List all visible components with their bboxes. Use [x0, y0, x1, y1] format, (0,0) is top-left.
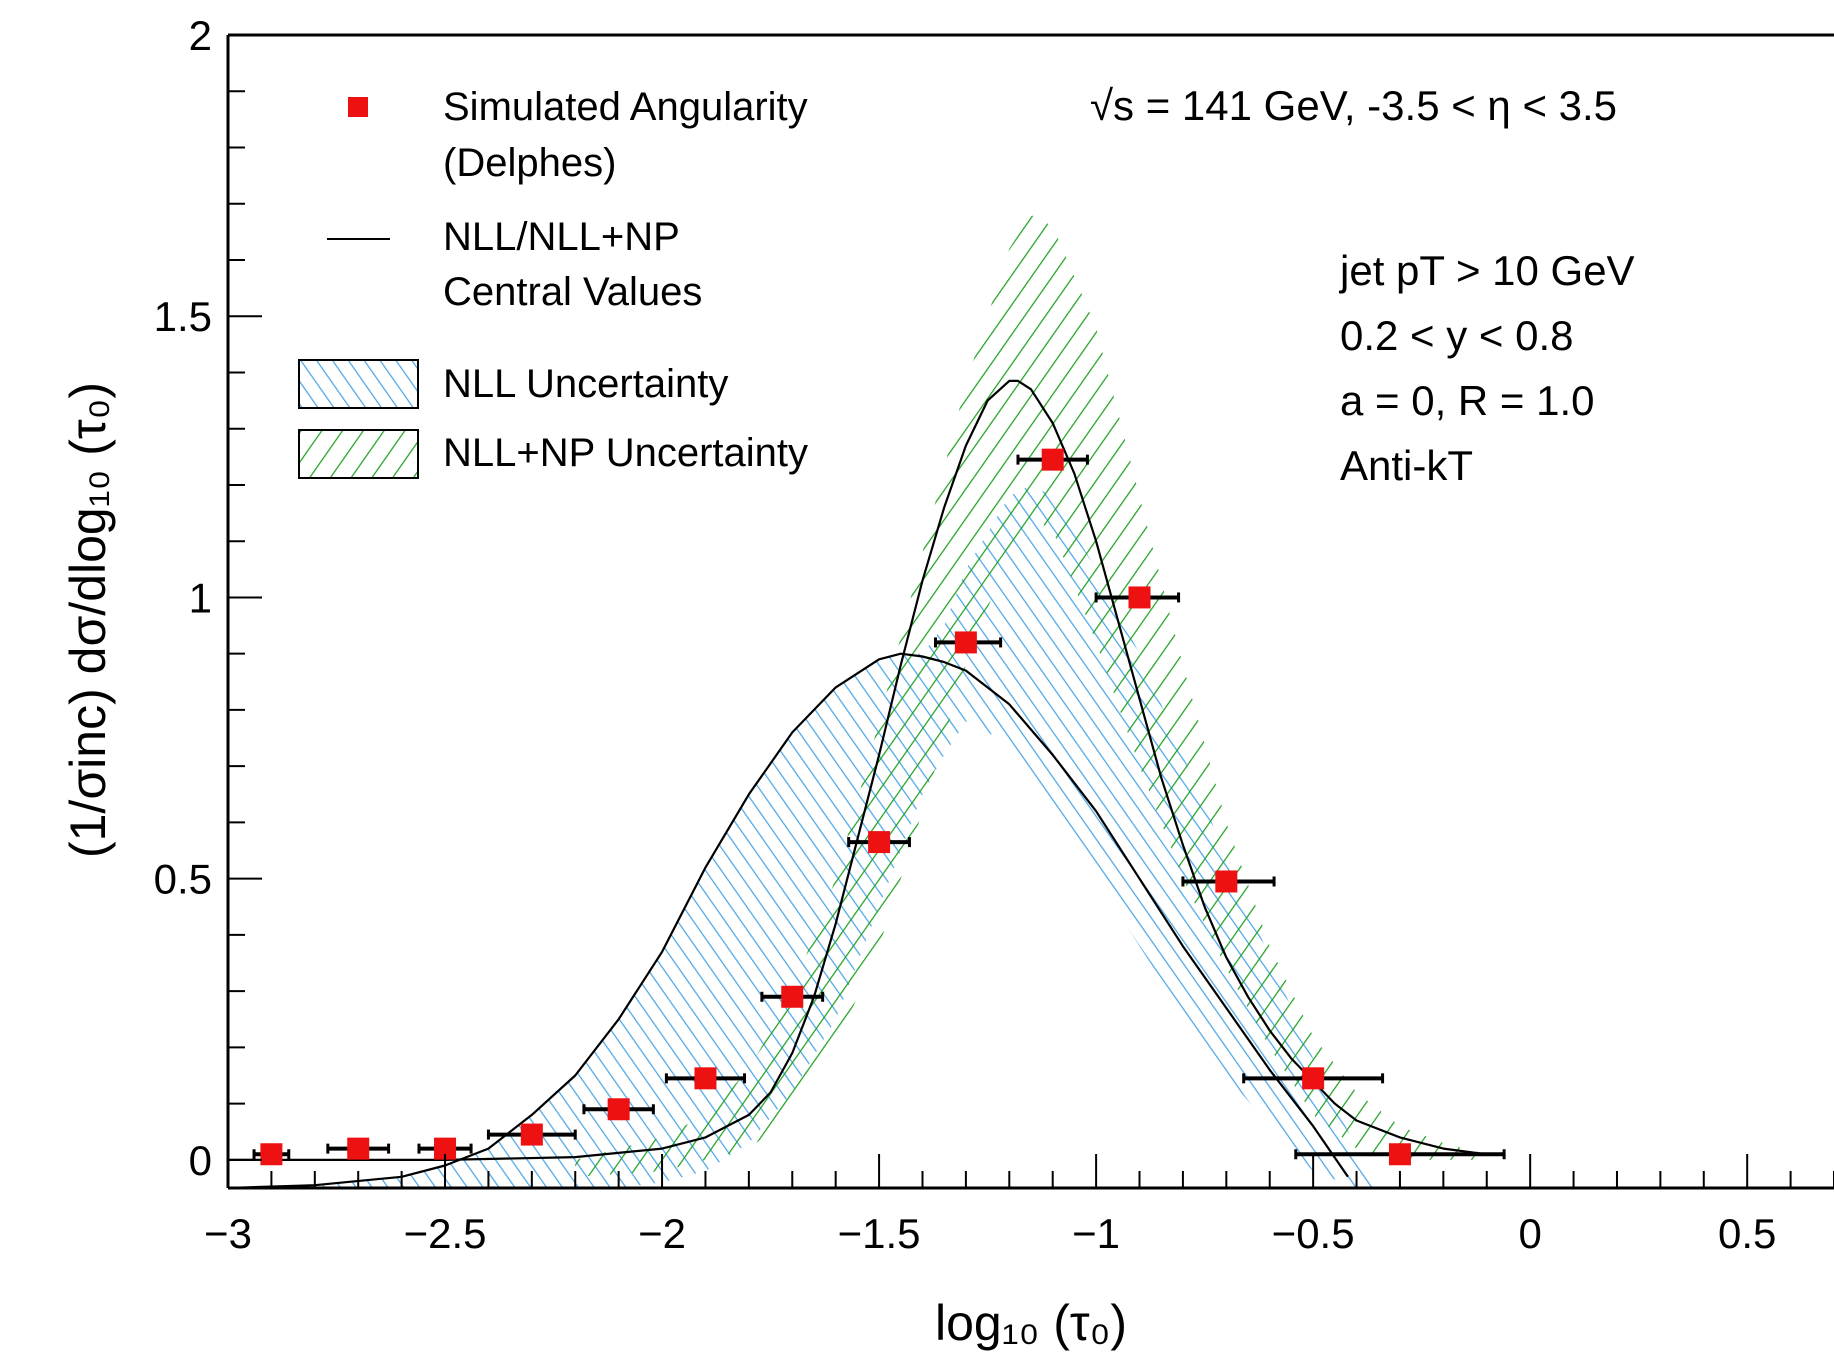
x-tick-label: −2	[638, 1210, 686, 1257]
legend-markers-label-2: (Delphes)	[443, 141, 616, 185]
data-point-marker	[868, 831, 891, 854]
x-axis-title: log₁₀ (τ₀)	[935, 1295, 1127, 1351]
y-tick-label: 2	[189, 12, 212, 59]
data-point-marker	[520, 1123, 543, 1146]
legend-marker-swatch	[348, 97, 368, 117]
annotation-jet-pt: jet pT > 10 GeV	[1338, 247, 1635, 294]
y-axis-title: (1/σinc) dσ/dlog₁₀ (τ₀)	[60, 382, 116, 858]
data-point-marker	[1215, 870, 1238, 893]
data-point-marker	[1388, 1143, 1411, 1166]
x-tick-label: −2.5	[404, 1210, 487, 1257]
y-axis: 0 0.5 1 1.5 2	[154, 12, 262, 1184]
plot-area	[228, 215, 1506, 1188]
legend: Simulated Angularity (Delphes) NLL/NLL+N…	[298, 85, 808, 479]
nll-central-curve	[228, 652, 1349, 1188]
annotation-y-range: 0.2 < y < 0.8	[1340, 312, 1574, 359]
plot-frame	[226, 33, 1834, 1190]
nll-uncertainty-band	[228, 485, 1379, 1188]
annotation-params: a = 0, R = 1.0	[1340, 377, 1595, 424]
y-tick-label: 1	[189, 574, 212, 621]
uncertainty-bands	[228, 215, 1487, 1188]
annotations: √s = 141 GeV, -3.5 < η < 3.5 jet pT > 10…	[1090, 82, 1635, 489]
x-axis: −3 −2.5 −2 −1.5 −1 −0.5 0 0.5	[204, 1154, 1834, 1257]
legend-nll-band-swatch	[298, 359, 419, 409]
legend-nllnp-band-label: NLL+NP Uncertainty	[443, 431, 808, 475]
data-point-marker	[607, 1098, 630, 1121]
nllnp-central-curve	[228, 379, 1487, 1161]
y-tick-label: 0.5	[154, 856, 212, 903]
data-point-marker	[1302, 1067, 1325, 1090]
y-tick-label: 1.5	[154, 293, 212, 340]
y-tick-label: 0	[189, 1137, 212, 1184]
x-tick-label: −0.5	[1272, 1210, 1355, 1257]
legend-curve-label-2: Central Values	[443, 270, 702, 314]
data-point-marker	[1128, 586, 1151, 609]
x-tick-label: −3	[204, 1210, 252, 1257]
legend-nll-band-label: NLL Uncertainty	[443, 362, 728, 406]
data-point-marker	[781, 985, 804, 1008]
data-point-marker	[260, 1143, 283, 1166]
data-point-marker	[954, 631, 977, 654]
x-tick-label: −1.5	[838, 1210, 921, 1257]
legend-curve-label-1: NLL/NLL+NP	[443, 215, 680, 259]
legend-markers-label-1: Simulated Angularity	[443, 85, 808, 129]
annotation-energy: √s = 141 GeV, -3.5 < η < 3.5	[1090, 82, 1617, 129]
annotation-algo: Anti-kT	[1340, 442, 1473, 489]
data-point-marker	[434, 1137, 457, 1160]
data-point-marker	[347, 1137, 370, 1160]
legend-nllnp-band-swatch	[298, 429, 419, 479]
data-points	[252, 448, 1506, 1166]
central-value-curves	[228, 379, 1487, 1188]
x-tick-label: −1	[1072, 1210, 1120, 1257]
data-point-marker	[694, 1067, 717, 1090]
x-tick-label: 0	[1518, 1210, 1541, 1257]
data-point-marker	[1041, 448, 1064, 471]
nllnp-uncertainty-band	[575, 215, 1487, 1177]
x-tick-label: 0.5	[1718, 1210, 1776, 1257]
